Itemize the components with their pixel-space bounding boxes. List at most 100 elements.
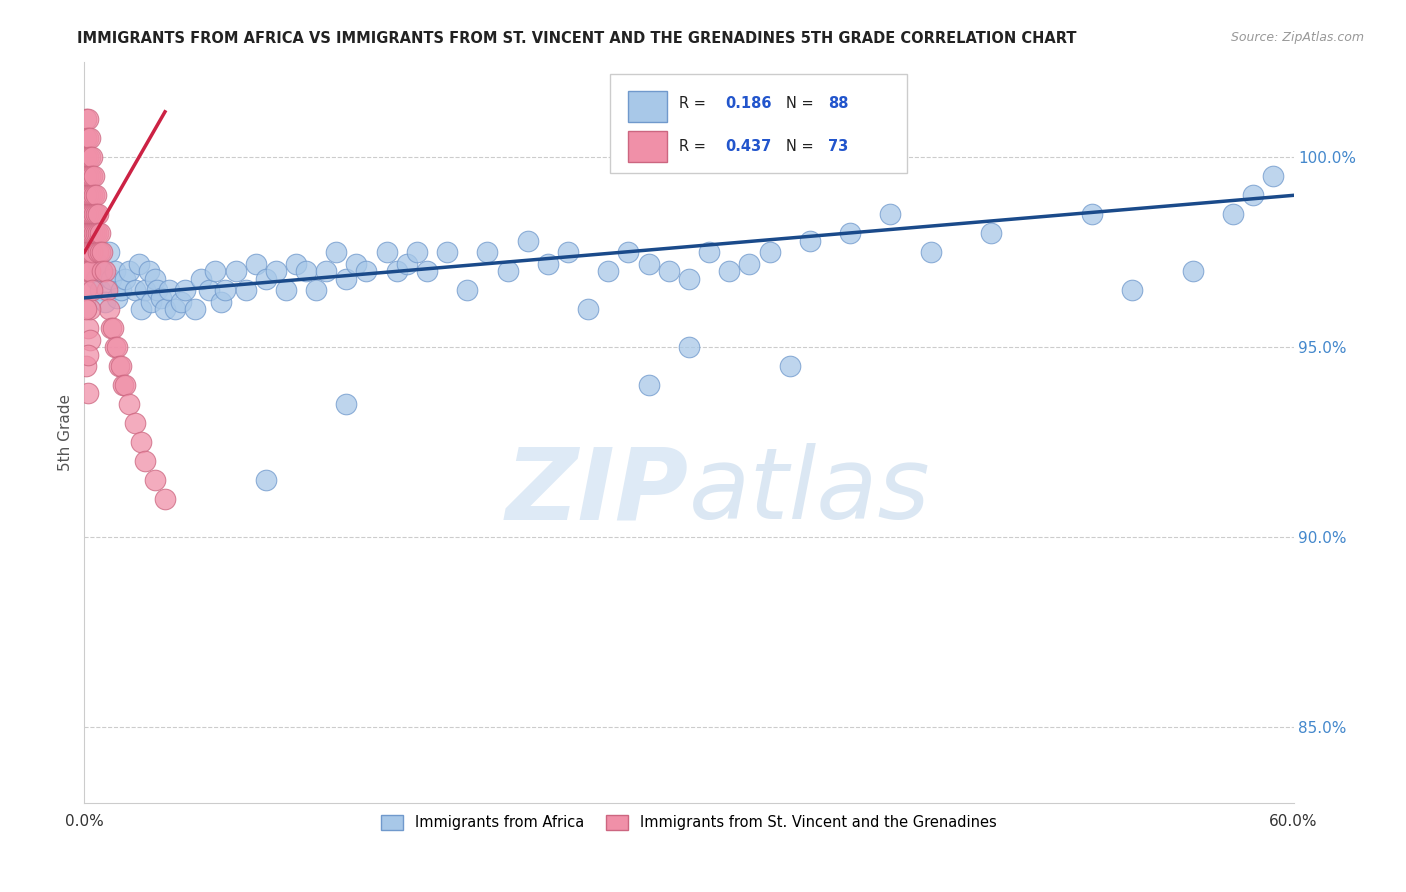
Text: 73: 73 [828,138,848,153]
Point [93,264,115,278]
Point [82,188,104,202]
Point [129,302,152,317]
Text: 0.437: 0.437 [725,138,772,153]
Point [114,378,136,392]
Point [139,294,162,309]
Point [87,257,110,271]
Point [89,227,111,241]
Point [295,264,318,278]
Point [335,272,357,286]
Point [83,227,105,241]
Point [406,245,429,260]
Point [77,227,100,241]
Point [75,131,97,145]
Point [77,348,100,362]
Point [557,245,579,260]
Point [87,207,110,221]
Point [718,264,741,278]
Point [143,272,166,286]
Point [799,234,821,248]
Point [79,245,101,260]
FancyBboxPatch shape [628,131,668,162]
Point [75,169,97,184]
Point [75,264,97,278]
Point [87,227,110,241]
Text: R =: R = [679,138,711,153]
Point [174,283,197,297]
Point [77,131,100,145]
Text: 0.186: 0.186 [725,95,772,111]
Point [77,188,100,202]
Point [79,302,101,317]
Point [245,257,267,271]
Point [77,385,100,400]
Text: N =: N = [786,95,818,111]
Point [87,245,110,260]
Point [91,264,114,278]
Point [758,245,780,260]
Point [920,245,942,260]
Point [496,264,519,278]
Point [83,188,105,202]
Point [738,257,761,271]
Point [254,272,277,286]
Point [83,207,105,221]
Point [395,257,418,271]
Point [678,272,700,286]
Point [576,302,599,317]
Point [105,340,128,354]
Point [82,245,104,260]
Point [82,245,104,260]
Point [285,257,308,271]
Point [1121,283,1143,297]
Text: N =: N = [786,138,818,153]
Point [91,264,114,278]
Point [165,302,187,317]
Point [264,264,287,278]
Point [86,188,108,202]
Point [118,397,141,411]
FancyBboxPatch shape [628,91,668,121]
Point [779,359,801,374]
Point [79,333,101,347]
Point [637,378,659,392]
Point [225,264,247,278]
Point [274,283,297,297]
Point [346,257,368,271]
Point [77,112,100,127]
Point [75,150,97,164]
Point [75,283,97,297]
Point [537,257,560,271]
Point [82,227,104,241]
Point [86,272,108,286]
Point [82,207,104,221]
Point [79,227,101,241]
Point [598,264,620,278]
Point [111,378,134,392]
Point [77,207,100,221]
Point [82,283,104,297]
Point [110,283,132,297]
Point [305,283,328,297]
Text: ZIP: ZIP [506,443,689,541]
Point [107,359,129,374]
Point [86,207,108,221]
Point [97,302,120,317]
Point [105,291,128,305]
Point [190,272,212,286]
Point [100,321,122,335]
Point [235,283,257,297]
Point [79,131,101,145]
Point [75,207,97,221]
Point [110,359,132,374]
Point [79,169,101,184]
Point [104,340,127,354]
Point [204,264,226,278]
Point [77,207,100,221]
Point [209,294,232,309]
Y-axis label: 5th Grade: 5th Grade [58,394,73,471]
Point [118,264,141,278]
Point [129,435,152,450]
Point [198,283,221,297]
Point [96,283,118,297]
